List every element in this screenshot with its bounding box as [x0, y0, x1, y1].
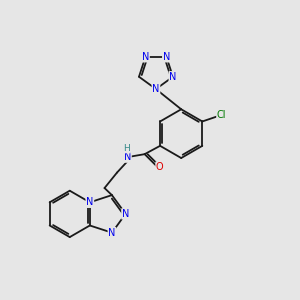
- Text: N: N: [169, 72, 177, 82]
- Text: H: H: [123, 144, 130, 153]
- Text: Cl: Cl: [217, 110, 226, 120]
- Text: N: N: [163, 52, 170, 62]
- Text: N: N: [124, 152, 131, 162]
- Text: N: N: [86, 197, 94, 207]
- Text: O: O: [156, 162, 164, 172]
- Text: N: N: [122, 209, 129, 219]
- Text: N: N: [108, 228, 116, 238]
- Text: N: N: [142, 52, 149, 62]
- Text: N: N: [152, 84, 160, 94]
